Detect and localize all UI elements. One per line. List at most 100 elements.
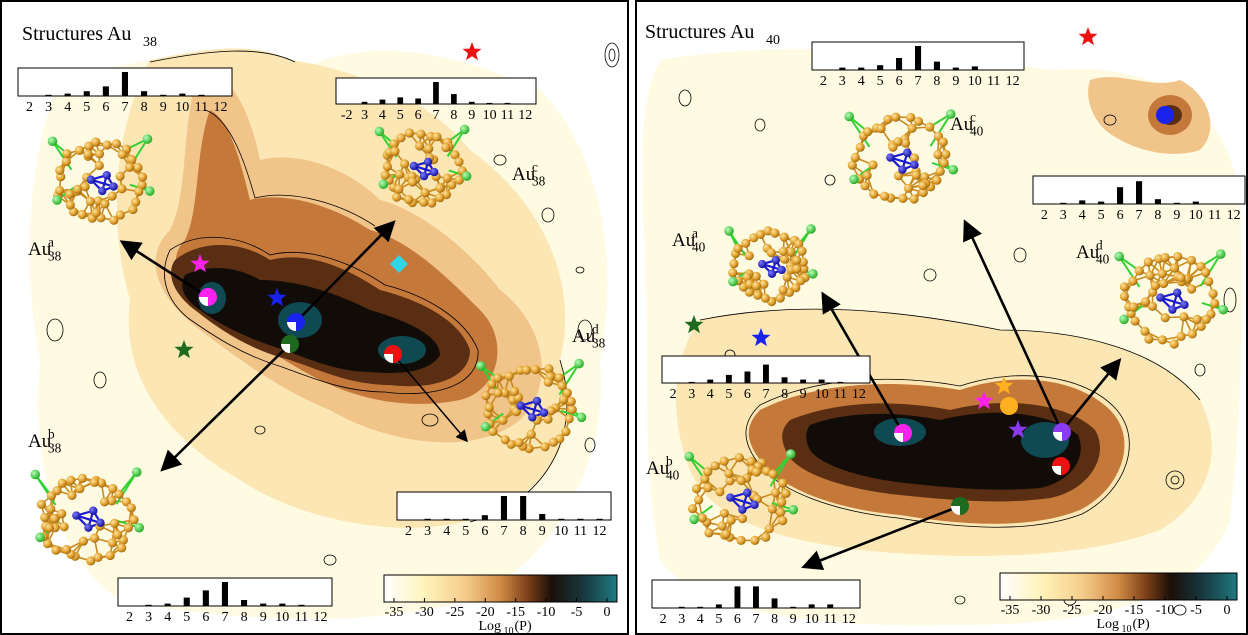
gold-atom xyxy=(567,405,577,415)
histogram-tick-label: 10 xyxy=(805,612,819,627)
gold-atom xyxy=(77,473,87,483)
gold-atom xyxy=(746,456,756,467)
gold-atom xyxy=(498,415,508,425)
gold-atom xyxy=(715,487,725,497)
green-atom xyxy=(806,224,816,234)
green-atom xyxy=(461,171,472,181)
colorbar: -35 -30 -25 -20 -15 -10 -5 0 Log 10 (P) xyxy=(999,572,1238,635)
gold-atom xyxy=(1179,312,1189,322)
histogram-bar xyxy=(260,603,267,606)
green-atom xyxy=(728,276,738,287)
histogram-bar xyxy=(577,518,584,520)
gold-atom xyxy=(117,149,127,159)
cluster-structure-a xyxy=(724,224,818,307)
colorbar-tick-label: -10 xyxy=(1156,603,1175,618)
gold-atom xyxy=(1150,281,1160,291)
gold-atom xyxy=(108,484,118,494)
blue-circle-marker xyxy=(287,313,305,331)
histogram-tick-label: 5 xyxy=(1098,208,1105,223)
gold-atom xyxy=(751,271,761,281)
arrow-to-structure-b xyxy=(801,504,961,571)
histogram-tick-label: 5 xyxy=(462,524,469,539)
gold-atom xyxy=(903,183,914,193)
gold-atom xyxy=(123,523,133,533)
histogram-bar xyxy=(1117,187,1124,204)
blue-atom xyxy=(409,161,419,171)
red-star-marker xyxy=(1078,27,1098,46)
gold-atom xyxy=(484,402,494,413)
histogram-tick-label: 2 xyxy=(1041,208,1048,223)
histogram-bar xyxy=(462,518,469,520)
panel-title: Structures Au 40 xyxy=(645,21,780,48)
gold-atom xyxy=(770,488,781,498)
cluster-structure-d xyxy=(1114,249,1228,349)
gold-atom xyxy=(66,475,76,485)
histogram-c: 2 3 4 5 6 7 8 9 10 11 12 xyxy=(811,41,1025,89)
histogram-bar xyxy=(379,99,386,104)
blue-atom xyxy=(86,175,96,184)
histogram-tick-label: 8 xyxy=(520,524,527,539)
gold-atom xyxy=(94,160,104,171)
histogram-b: 2 3 4 5 6 7 8 9 10 11 12 xyxy=(117,577,333,625)
green-bond xyxy=(929,113,952,147)
gold-atom xyxy=(49,513,60,524)
gold-atom xyxy=(109,518,120,528)
colorbar-tick-label: -20 xyxy=(1094,603,1113,618)
gold-atom xyxy=(424,144,434,154)
histogram-bar xyxy=(744,371,751,383)
green-star-marker xyxy=(684,315,704,334)
histogram-bar xyxy=(539,514,546,520)
histogram-tick-label: 3 xyxy=(839,74,846,89)
histogram-tick-label: 7 xyxy=(122,100,129,115)
gold-atom xyxy=(55,165,65,175)
histogram-tick-label: 12 xyxy=(593,524,607,539)
gold-atom xyxy=(107,191,117,201)
gold-atom xyxy=(717,521,727,531)
histogram-tick-label: 2 xyxy=(26,100,33,115)
gold-atom xyxy=(1147,301,1157,311)
blue-atom xyxy=(419,171,429,181)
gold-atom xyxy=(80,182,90,192)
gold-atom xyxy=(1187,284,1197,294)
gold-atom xyxy=(566,396,576,407)
histogram-bar xyxy=(145,604,152,606)
colorbar-label-sub: 10 xyxy=(1122,624,1132,635)
green-atom xyxy=(35,532,45,543)
gold-atom xyxy=(129,515,139,525)
gold-atom xyxy=(526,429,536,439)
histogram-tick-label: 9 xyxy=(539,524,546,539)
histogram-tick-label: 7 xyxy=(915,74,922,89)
red-star-marker xyxy=(462,42,482,61)
blue-atom xyxy=(758,259,767,269)
gold-atom xyxy=(734,453,744,463)
gold-atom xyxy=(855,142,865,152)
gold-atom xyxy=(920,172,930,182)
histogram-bar xyxy=(164,603,171,606)
histogram-bar xyxy=(500,496,507,520)
gold-atom xyxy=(435,193,445,203)
cluster-structure-c xyxy=(844,109,958,204)
histogram-tick-label: 6 xyxy=(896,74,903,89)
gold-atom xyxy=(1187,329,1197,339)
gold-atom xyxy=(898,193,908,203)
gold-atom xyxy=(906,112,916,123)
histogram-tick-label: 11 xyxy=(1208,208,1221,223)
gold-atom xyxy=(1160,252,1170,263)
gold-atom xyxy=(792,264,802,274)
histogram-tick-label: 3 xyxy=(678,612,685,627)
gold-atom xyxy=(1201,267,1211,278)
gold-atom xyxy=(44,523,55,533)
panel-title-text: Structures Au xyxy=(22,23,131,45)
histogram-bar xyxy=(688,381,695,384)
green-atom xyxy=(374,126,385,137)
blue-atom xyxy=(726,493,735,502)
gold-atom xyxy=(900,138,911,148)
blue-bond xyxy=(76,514,101,524)
green-atom xyxy=(576,412,587,423)
blue-atom xyxy=(423,157,433,167)
histogram-bar xyxy=(818,379,825,383)
histogram-bar xyxy=(837,381,844,384)
blue-atom xyxy=(738,505,747,514)
arrow-to-structure-c xyxy=(295,220,396,323)
gold-atom xyxy=(799,264,809,274)
